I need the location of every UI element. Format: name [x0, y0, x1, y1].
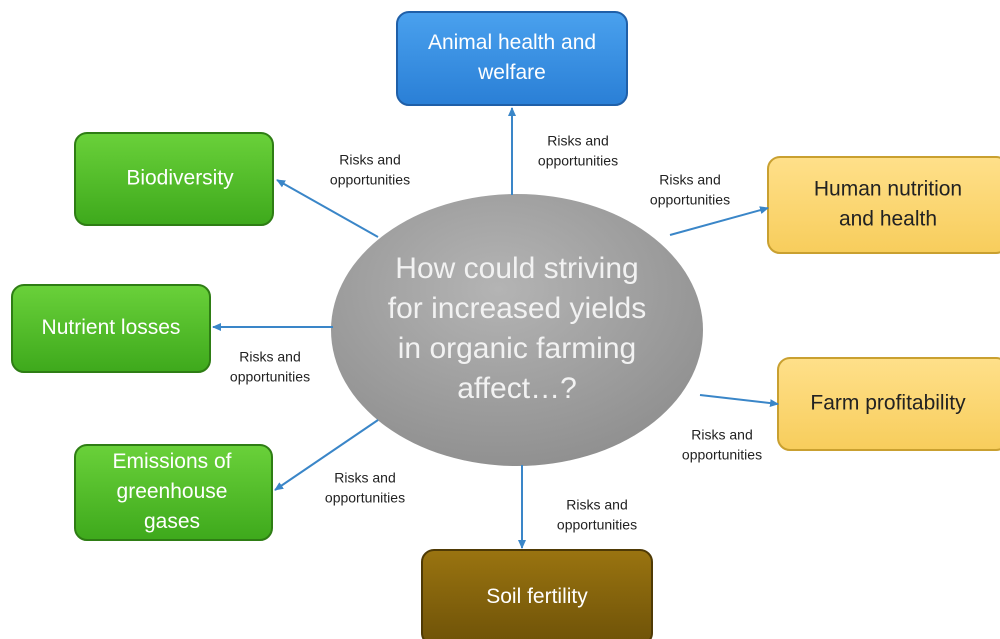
edge-label: opportunities [325, 490, 405, 506]
edge-label: opportunities [557, 517, 637, 533]
node-box [74, 132, 274, 226]
edge-label: Risks and [339, 152, 400, 168]
edge-label: opportunities [538, 153, 618, 169]
node-box [396, 11, 628, 106]
arrow [276, 179, 379, 238]
node-box [421, 549, 653, 639]
center-text: affect…? [457, 372, 577, 405]
edge-label: Risks and [691, 427, 752, 443]
node-label: Human nutrition [814, 178, 962, 201]
edge-label: opportunities [330, 172, 410, 188]
node-label: Farm profitability [810, 392, 966, 415]
node-label: Nutrient losses [42, 316, 181, 339]
edge-label: Risks and [239, 349, 300, 365]
edge-label: Risks and [566, 497, 627, 513]
center-ellipse [331, 194, 703, 466]
center-text: How could striving [395, 252, 638, 285]
node-label: welfare [477, 61, 546, 84]
arrow [699, 394, 779, 408]
edge-label: Risks and [334, 470, 395, 486]
center-text: for increased yields [388, 292, 646, 325]
node-box [767, 156, 1000, 254]
node-label: Soil fertility [486, 585, 588, 608]
edge-label: opportunities [682, 447, 762, 463]
node-box [11, 284, 211, 373]
node-label: Animal health and [428, 31, 596, 54]
arrow [274, 419, 379, 491]
node-label: Biodiversity [126, 167, 234, 190]
center-text: in organic farming [398, 332, 636, 365]
edge-label: opportunities [230, 369, 310, 385]
arrow [669, 206, 769, 236]
node-label: Emissions of [112, 450, 231, 473]
node-label: and health [839, 208, 937, 231]
edge-label: opportunities [650, 192, 730, 208]
node-label: greenhouse [117, 480, 228, 503]
node-box [74, 444, 273, 541]
node-label: gases [144, 510, 200, 533]
edge-label: Risks and [547, 133, 608, 149]
edge-label: Risks and [659, 172, 720, 188]
